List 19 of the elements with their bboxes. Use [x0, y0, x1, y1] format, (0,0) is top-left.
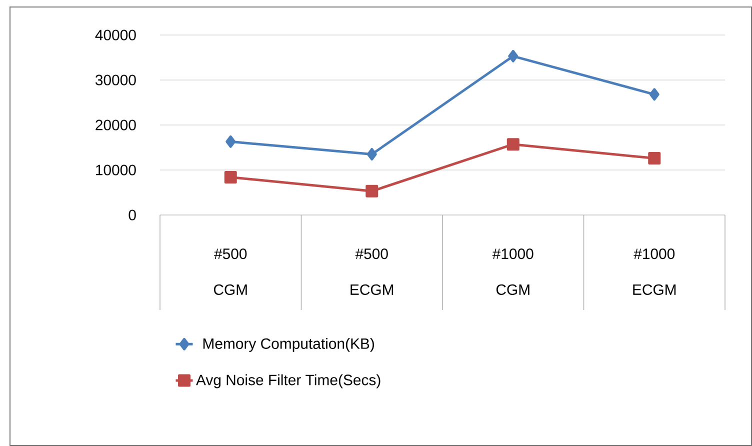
point — [366, 184, 378, 198]
y-tick-label: 0 — [128, 210, 136, 220]
y-tick-label: 20000 — [96, 120, 136, 130]
point — [226, 135, 236, 148]
point — [649, 88, 660, 101]
point — [366, 148, 377, 160]
category-label: #500 ECGM — [350, 248, 394, 295]
y-tick-label: 30000 — [95, 74, 136, 86]
legend-label: Memory Computation(KB) — [203, 338, 374, 352]
y-tick-label: 10000 — [96, 164, 136, 176]
point — [506, 138, 520, 151]
point — [508, 50, 518, 62]
point — [224, 170, 237, 184]
point — [648, 152, 661, 165]
y-tick-label: 40000 — [95, 30, 136, 40]
legend-label: Avg Noise Filter Time(Secs) — [196, 374, 380, 388]
category-label: #500 CGM — [214, 248, 247, 295]
category-label: #1000 CGM — [492, 248, 534, 295]
category-label: #1000 ECGM — [633, 248, 676, 295]
